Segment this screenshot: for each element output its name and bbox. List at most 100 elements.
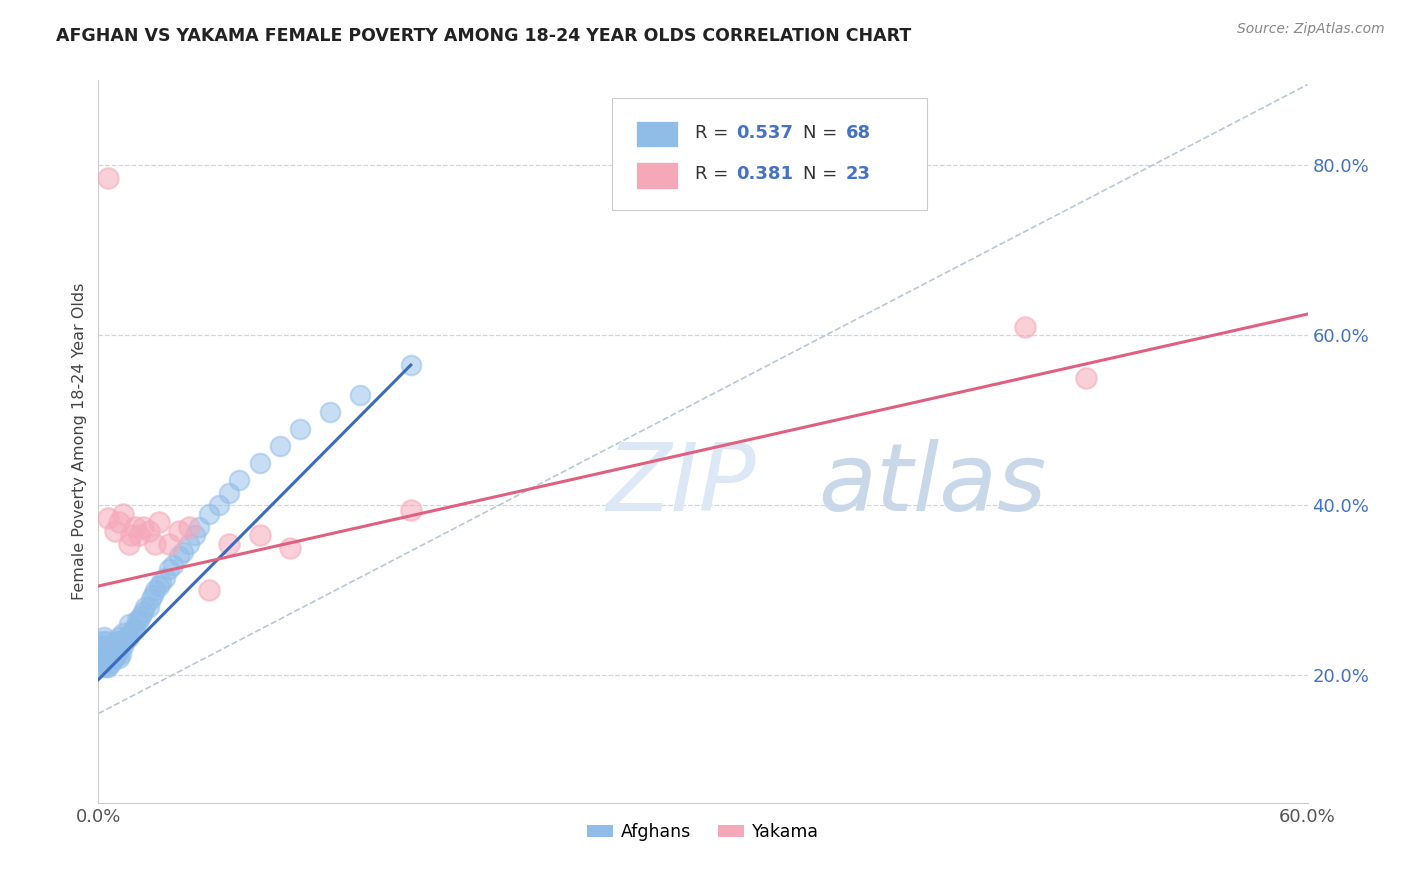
Text: AFGHAN VS YAKAMA FEMALE POVERTY AMONG 18-24 YEAR OLDS CORRELATION CHART: AFGHAN VS YAKAMA FEMALE POVERTY AMONG 18… [56, 27, 911, 45]
Point [249, 456, 271, 470]
Point [179, 519, 201, 533]
Point [218, 485, 240, 500]
Text: N =: N = [803, 165, 844, 183]
Point [157, 536, 180, 550]
Point [132, 605, 155, 619]
Point [110, 634, 132, 648]
Point [132, 519, 155, 533]
Point [172, 545, 194, 559]
Point [111, 639, 134, 653]
Point [128, 613, 150, 627]
Point [349, 388, 371, 402]
Point [93, 639, 115, 653]
Point [97, 651, 120, 665]
Point [96, 660, 118, 674]
Text: 68: 68 [845, 124, 870, 142]
Point [319, 405, 342, 419]
Point [110, 647, 132, 661]
Point [1074, 371, 1097, 385]
Point [138, 600, 160, 615]
Point [96, 634, 118, 648]
Point [97, 639, 120, 653]
Point [103, 524, 125, 538]
Text: ZIP: ZIP [606, 440, 756, 531]
Point [149, 574, 172, 589]
Point [107, 630, 129, 644]
Point [125, 613, 148, 627]
Point [107, 642, 129, 657]
Point [124, 622, 146, 636]
Point [96, 647, 118, 661]
Point [89, 651, 111, 665]
Point [188, 519, 211, 533]
Point [100, 656, 122, 670]
Point [269, 439, 291, 453]
Point [97, 171, 120, 186]
Point [148, 579, 170, 593]
Point [278, 541, 301, 555]
Point [118, 617, 141, 632]
Point [89, 642, 111, 657]
Point [111, 507, 134, 521]
Point [399, 358, 422, 372]
Point [198, 507, 221, 521]
Point [93, 647, 115, 661]
Point [179, 536, 201, 550]
Point [107, 516, 129, 530]
Point [148, 516, 170, 530]
Point [142, 588, 165, 602]
Point [89, 656, 111, 670]
Point [208, 498, 231, 512]
Point [139, 591, 162, 606]
Point [118, 536, 141, 550]
Point [167, 524, 190, 538]
Point [228, 473, 250, 487]
Point [91, 639, 114, 653]
Point [399, 502, 422, 516]
Text: R =: R = [695, 124, 734, 142]
Point [103, 651, 125, 665]
Point [120, 625, 142, 640]
Point [128, 528, 150, 542]
Point [115, 630, 138, 644]
Point [91, 647, 114, 661]
Point [162, 558, 184, 572]
Point [91, 660, 114, 674]
Point [97, 660, 120, 674]
Point [100, 642, 122, 657]
Point [167, 549, 190, 564]
Point [97, 511, 120, 525]
Point [107, 651, 129, 665]
Point [249, 528, 271, 542]
Point [198, 583, 221, 598]
Point [101, 651, 124, 665]
Point [121, 622, 143, 636]
Point [105, 634, 128, 648]
Point [218, 536, 240, 550]
Point [129, 608, 152, 623]
Point [103, 639, 125, 653]
Point [1014, 319, 1036, 334]
Text: R =: R = [695, 165, 734, 183]
Text: 23: 23 [845, 165, 870, 183]
Point [288, 422, 311, 436]
Point [124, 519, 146, 533]
Point [93, 630, 115, 644]
Point [93, 656, 115, 670]
Text: atlas: atlas [818, 440, 1046, 531]
Point [114, 634, 136, 648]
FancyBboxPatch shape [637, 120, 678, 147]
Point [143, 583, 166, 598]
Point [143, 536, 166, 550]
Point [111, 625, 134, 640]
Point [138, 524, 160, 538]
Point [101, 639, 124, 653]
Y-axis label: Female Poverty Among 18-24 Year Olds: Female Poverty Among 18-24 Year Olds [72, 283, 87, 600]
Point [105, 647, 128, 661]
Text: 0.537: 0.537 [735, 124, 793, 142]
FancyBboxPatch shape [613, 98, 927, 211]
Point [184, 528, 207, 542]
Point [120, 528, 142, 542]
FancyBboxPatch shape [637, 162, 678, 189]
Point [91, 634, 114, 648]
